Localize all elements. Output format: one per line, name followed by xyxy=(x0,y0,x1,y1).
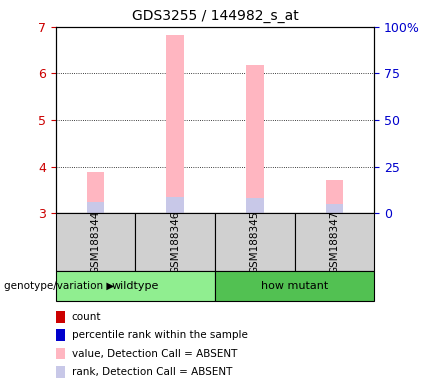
Text: GSM188347: GSM188347 xyxy=(329,210,339,274)
Bar xyxy=(135,213,215,271)
Text: rank, Detection Call = ABSENT: rank, Detection Call = ABSENT xyxy=(72,367,232,377)
Text: GSM188345: GSM188345 xyxy=(250,210,260,274)
Bar xyxy=(326,180,343,213)
Title: GDS3255 / 144982_s_at: GDS3255 / 144982_s_at xyxy=(132,9,298,23)
Text: value, Detection Call = ABSENT: value, Detection Call = ABSENT xyxy=(72,349,237,359)
Text: how mutant: how mutant xyxy=(261,281,328,291)
Text: GSM188344: GSM188344 xyxy=(91,210,101,274)
Bar xyxy=(215,271,374,301)
Bar xyxy=(87,202,104,213)
Bar xyxy=(87,172,104,213)
Bar xyxy=(215,213,295,271)
Text: wildtype: wildtype xyxy=(112,281,159,291)
Text: percentile rank within the sample: percentile rank within the sample xyxy=(72,330,248,340)
Bar xyxy=(56,213,135,271)
Bar xyxy=(295,213,374,271)
Bar xyxy=(166,35,184,213)
Bar xyxy=(246,198,264,213)
Bar xyxy=(166,197,184,213)
Bar xyxy=(56,271,215,301)
Bar xyxy=(246,65,264,213)
Text: count: count xyxy=(72,312,101,322)
Text: GSM188346: GSM188346 xyxy=(170,210,180,274)
Text: genotype/variation ▶: genotype/variation ▶ xyxy=(4,281,115,291)
Bar xyxy=(326,204,343,213)
